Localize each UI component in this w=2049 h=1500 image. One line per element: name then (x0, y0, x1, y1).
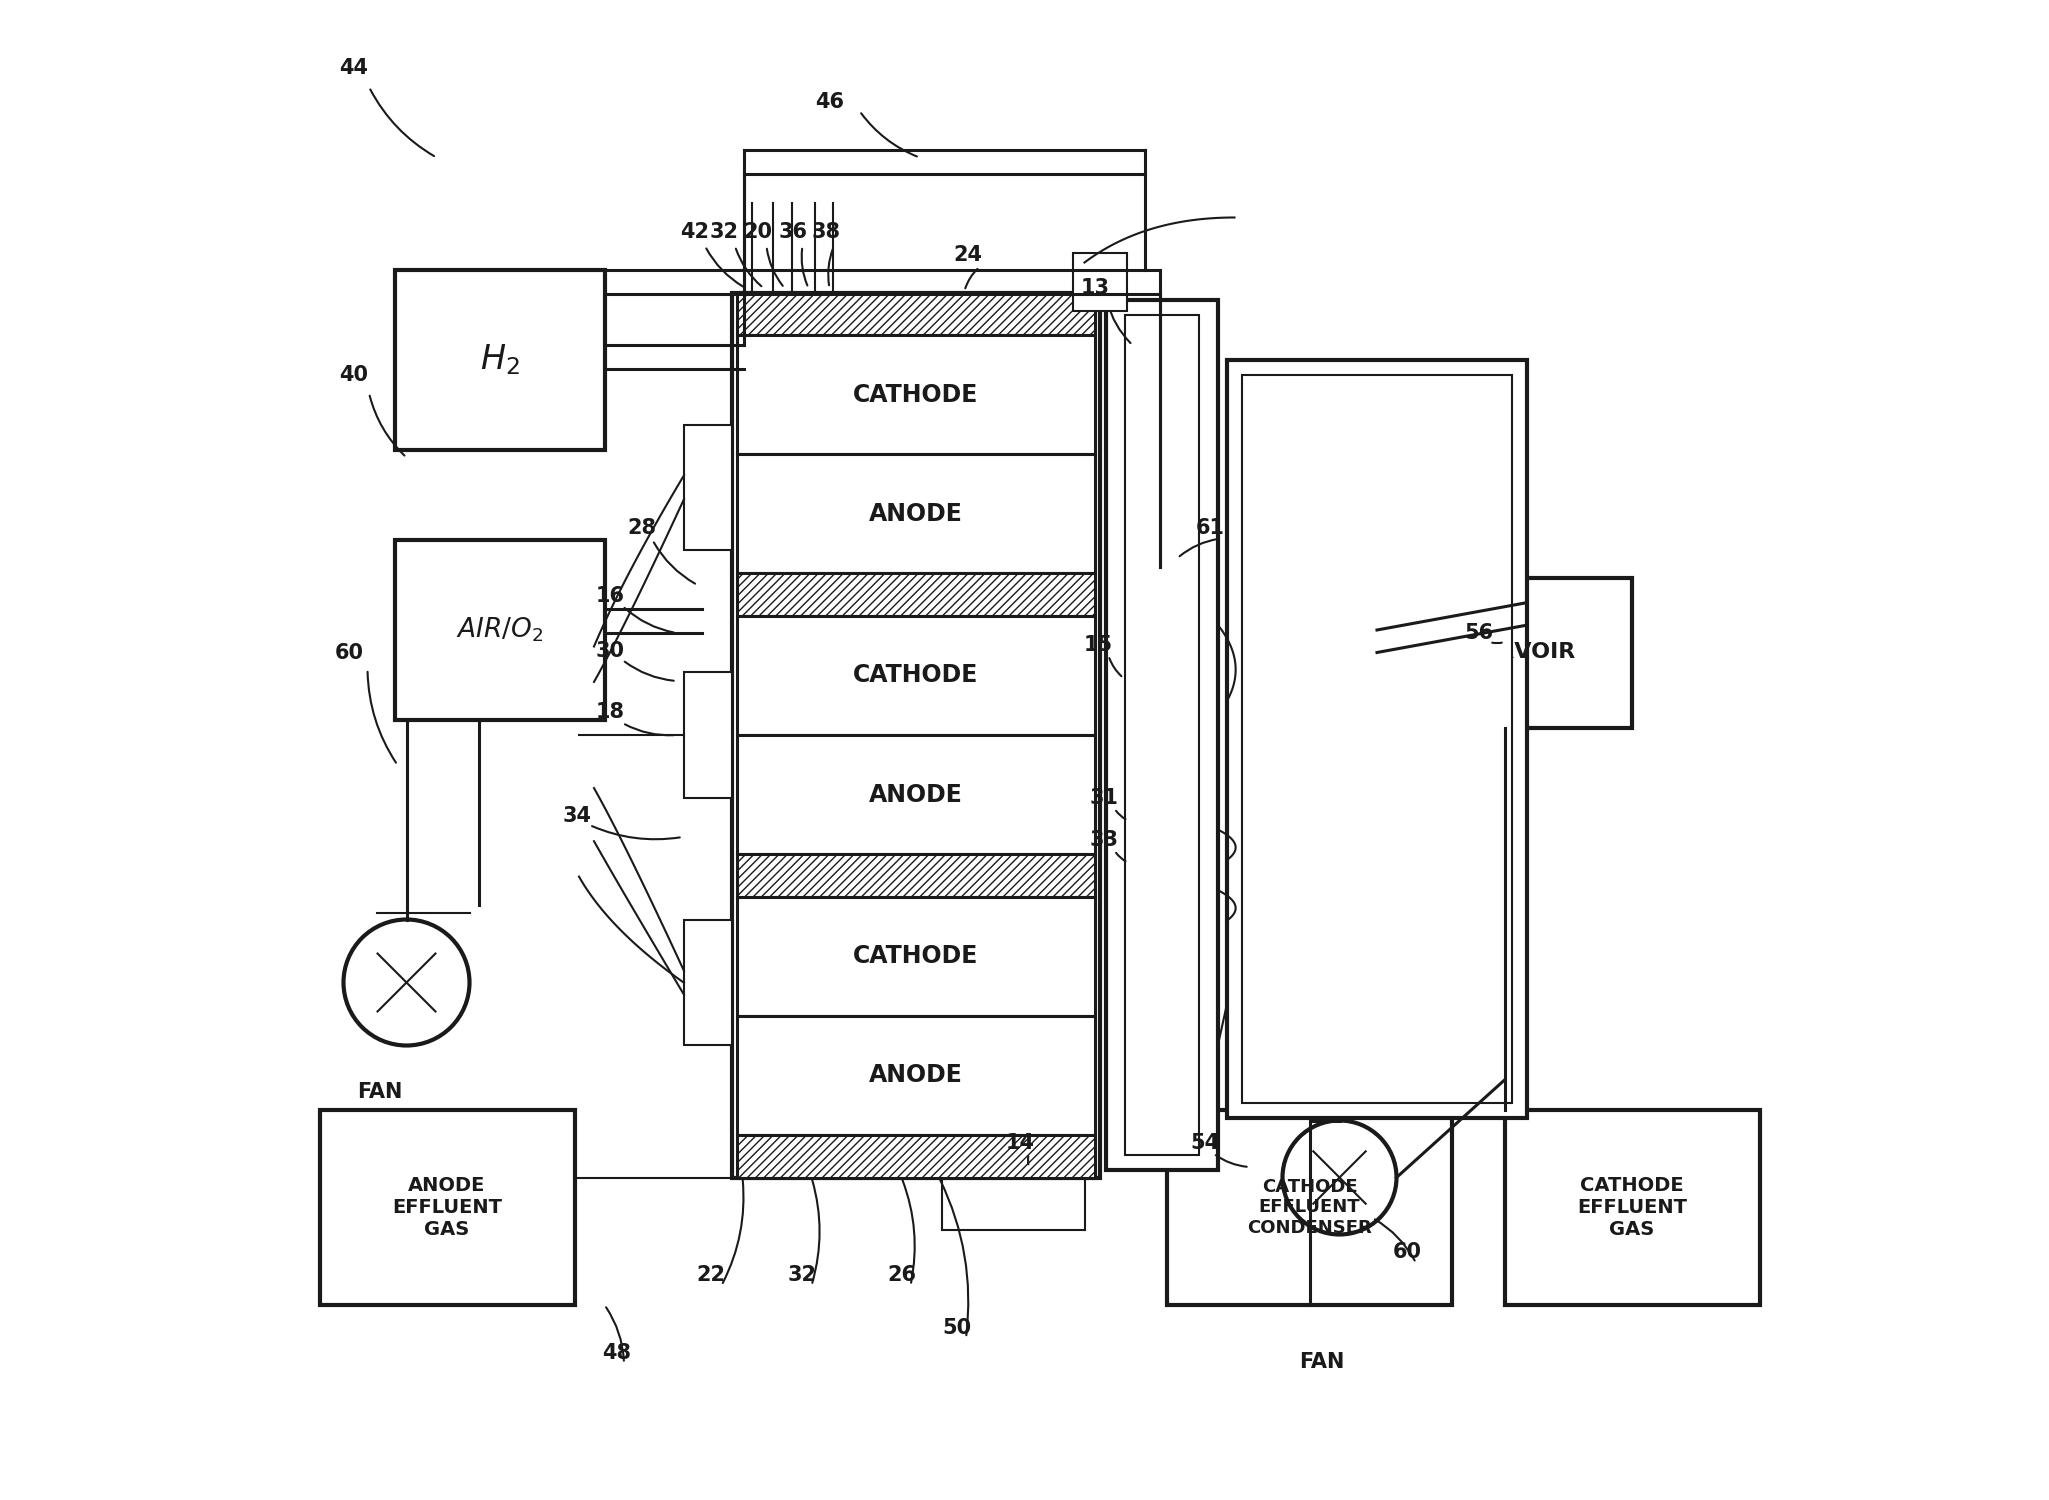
Bar (736, 735, 1094, 854)
Text: $AIR / O_2$: $AIR / O_2$ (455, 615, 543, 645)
Text: 18: 18 (596, 702, 625, 723)
Text: $H_2$: $H_2$ (479, 342, 518, 378)
Text: ANODE: ANODE (869, 503, 963, 526)
Text: RESERVOIR: RESERVOIR (1434, 642, 1576, 663)
Text: 40: 40 (340, 364, 369, 386)
Bar (395, 540, 604, 720)
Text: 60: 60 (334, 642, 365, 663)
Text: CATHODE: CATHODE (852, 663, 979, 687)
Text: ANODE: ANODE (869, 1064, 963, 1088)
Text: 32: 32 (789, 1264, 818, 1286)
Text: 44: 44 (340, 57, 369, 78)
Text: 33: 33 (1090, 830, 1119, 850)
Text: 24: 24 (953, 244, 981, 266)
Text: CATHODE: CATHODE (852, 945, 979, 969)
Bar (731, 292, 1100, 1178)
Bar (1168, 1110, 1453, 1305)
Text: 36: 36 (779, 222, 807, 243)
Bar (684, 920, 731, 1046)
Bar (736, 334, 1094, 454)
Bar (736, 853, 1094, 897)
Text: CATHODE: CATHODE (852, 382, 979, 406)
Text: CATHODE
EFFLUENT
GAS: CATHODE EFFLUENT GAS (1578, 1176, 1686, 1239)
Bar (736, 897, 1094, 1016)
Bar (1072, 254, 1127, 310)
Text: 56: 56 (1465, 622, 1494, 644)
Bar (736, 1016, 1094, 1136)
Text: FAN: FAN (1299, 1352, 1344, 1372)
Text: 46: 46 (816, 92, 844, 112)
Text: 31: 31 (1090, 788, 1119, 808)
Bar (684, 672, 731, 798)
Bar (1106, 300, 1217, 1170)
Bar (1125, 315, 1199, 1155)
Text: 50: 50 (943, 1317, 971, 1338)
Text: 34: 34 (563, 806, 592, 826)
Text: 54: 54 (1190, 1132, 1219, 1154)
Bar (736, 454, 1094, 573)
Text: 16: 16 (596, 585, 625, 606)
Text: 30: 30 (596, 640, 625, 662)
Text: 48: 48 (602, 1342, 631, 1364)
Text: 61: 61 (1197, 518, 1225, 538)
Text: 32: 32 (711, 222, 740, 243)
Text: 14: 14 (1006, 1132, 1035, 1154)
Bar (320, 1110, 574, 1305)
Text: 38: 38 (811, 222, 840, 243)
Text: 20: 20 (744, 222, 772, 243)
Text: 15: 15 (1084, 634, 1113, 656)
Bar (736, 616, 1094, 735)
Bar (736, 573, 1094, 616)
Bar (1242, 375, 1512, 1102)
Text: ANODE
EFFLUENT
GAS: ANODE EFFLUENT GAS (391, 1176, 502, 1239)
Bar (1504, 1110, 1760, 1305)
Bar (1377, 578, 1631, 728)
Bar (684, 424, 731, 550)
Bar (736, 1136, 1094, 1178)
Text: 13: 13 (1080, 278, 1109, 298)
Text: 26: 26 (887, 1264, 916, 1286)
Text: 28: 28 (627, 518, 656, 538)
Text: 42: 42 (680, 222, 709, 243)
Text: FAN: FAN (357, 1082, 402, 1102)
Bar (1227, 360, 1527, 1118)
Text: CATHODE
EFFLUENT
CONDENSER: CATHODE EFFLUENT CONDENSER (1248, 1178, 1373, 1238)
Text: 22: 22 (697, 1264, 725, 1286)
Bar (395, 270, 604, 450)
Text: ANODE: ANODE (869, 783, 963, 807)
Bar (736, 292, 1094, 334)
Text: 60: 60 (1393, 1242, 1422, 1263)
